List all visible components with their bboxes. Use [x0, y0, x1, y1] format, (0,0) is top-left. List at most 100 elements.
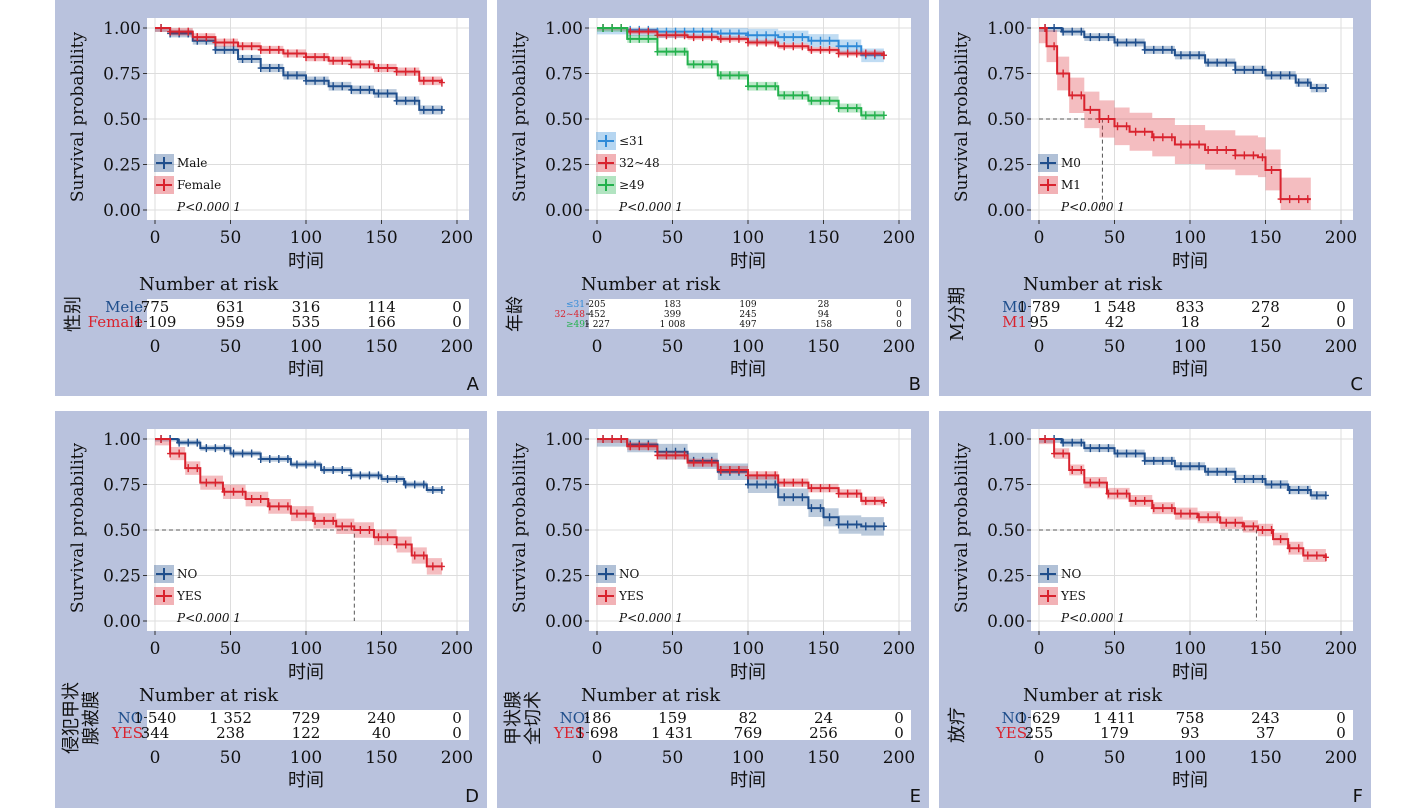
risk-x-tick-label: 200 — [1325, 337, 1357, 357]
legend-line-1 — [156, 590, 172, 602]
risk-x-axis-title: 时间 — [730, 359, 766, 380]
legend-label-1: M1 — [1061, 178, 1081, 192]
risk-cell: 0 — [1336, 298, 1346, 316]
censor-mark — [880, 111, 887, 120]
x-tick-label: 200 — [1325, 228, 1357, 248]
risk-x-tick-label: 0 — [150, 337, 161, 357]
censor-mark — [1114, 122, 1121, 131]
censor-mark — [1241, 65, 1248, 74]
censor-mark — [645, 442, 652, 451]
legend-line-0 — [1040, 157, 1056, 169]
x-tick-label: 200 — [441, 228, 473, 248]
censor-mark — [1069, 465, 1076, 474]
risk-cell: 959 — [216, 313, 245, 331]
censor-mark — [772, 31, 779, 40]
risk-table-title: Number at risk — [1023, 685, 1163, 706]
risk-cell: 0 — [896, 310, 902, 320]
censor-mark — [745, 38, 751, 47]
risk-cell: 40 — [372, 724, 391, 742]
censor-mark — [799, 493, 806, 502]
y-tick-label: 0.75 — [987, 476, 1025, 496]
censor-mark — [203, 478, 210, 487]
censor-mark — [717, 71, 724, 80]
censor-mark — [411, 551, 418, 560]
censor-mark — [763, 480, 770, 489]
risk-cell: 166 — [367, 313, 396, 331]
y-tick-label: 0.25 — [103, 156, 141, 176]
risk-cell: 94 — [818, 310, 830, 320]
y-tick-label: 1.00 — [103, 430, 141, 450]
censor-mark — [799, 42, 806, 51]
y-tick-label: 0.75 — [103, 65, 141, 85]
risk-x-tick-label: 200 — [883, 748, 915, 768]
censor-mark — [384, 475, 391, 484]
risk-cell: 238 — [216, 724, 245, 742]
censor-mark — [303, 509, 309, 518]
censor-mark — [772, 38, 779, 47]
censor-mark — [799, 478, 806, 487]
censor-mark — [654, 451, 661, 460]
risk-cell: 95 — [1029, 313, 1048, 331]
legend-label-1: YES — [176, 589, 202, 603]
censor-mark — [1187, 51, 1193, 60]
risk-cell: 114 — [367, 298, 396, 316]
risk-cell: 183 — [664, 300, 681, 310]
y-tick-label: 0.00 — [545, 201, 583, 221]
censor-mark — [844, 104, 851, 113]
censor-mark — [1114, 449, 1121, 458]
risk-row-label-0: Mele — [105, 298, 143, 316]
risk-cell: 24 — [814, 709, 833, 727]
risk-cell: 0 — [1336, 709, 1346, 727]
censor-mark — [1123, 489, 1130, 498]
censor-mark — [366, 471, 373, 480]
censor-mark — [745, 82, 751, 91]
censor-mark — [1078, 91, 1085, 100]
censor-mark — [1150, 45, 1157, 54]
censor-mark — [1268, 165, 1275, 174]
censor-mark — [330, 82, 337, 91]
censor-mark — [194, 33, 201, 42]
survival-curve-1 — [1039, 438, 1327, 558]
censor-mark — [438, 485, 445, 494]
y-tick-label: 0.25 — [545, 156, 583, 176]
censor-mark — [853, 104, 860, 113]
x-axis-title: 时间 — [730, 662, 766, 683]
km-chart-B: 0.00 0.25 0.50 0.75 1.00 0 50 100 150 200 Survival… — [497, 0, 929, 396]
censor-mark — [672, 31, 679, 40]
censor-mark — [1132, 449, 1139, 458]
risk-cell: 240 — [367, 709, 396, 727]
risk-cell: 452 — [588, 310, 605, 320]
censor-mark — [339, 56, 346, 65]
censor-mark — [275, 64, 282, 73]
y-tick-label: 0.50 — [987, 521, 1025, 541]
risk-cell: 316 — [292, 298, 321, 316]
risk-x-tick-label: 200 — [441, 748, 473, 768]
risk-x-tick-label: 0 — [150, 748, 161, 768]
censor-mark — [293, 509, 300, 518]
censor-mark — [420, 76, 427, 85]
censor-mark — [763, 38, 770, 47]
risk-x-axis-title: 时间 — [288, 770, 324, 791]
panel-A: 0.00 0.25 0.50 0.75 1.00 0 50 100 150 200 Survival… — [55, 0, 487, 396]
panel-D: 0.00 0.25 0.50 0.75 1.00 0 50 100 150 200 Survival… — [55, 411, 487, 808]
censor-mark — [284, 502, 291, 511]
censor-mark — [1177, 140, 1184, 149]
risk-x-tick-label: 100 — [732, 748, 764, 768]
censor-mark — [275, 45, 282, 54]
censor-mark — [871, 111, 878, 120]
censor-mark — [754, 38, 761, 47]
censor-mark — [781, 42, 788, 51]
censor-mark — [681, 47, 688, 56]
censor-mark — [853, 49, 860, 58]
censor-mark — [1150, 133, 1157, 142]
risk-cell: 82 — [738, 709, 757, 727]
panel-letter: D — [465, 786, 479, 807]
censor-mark — [212, 478, 219, 487]
censor-mark — [1250, 522, 1257, 531]
risk-row-label-1: M1 — [1002, 313, 1027, 331]
censor-mark — [221, 487, 228, 496]
risk-row-label-0: NO — [560, 709, 585, 727]
censor-mark — [835, 489, 842, 498]
censor-mark — [1114, 38, 1121, 47]
risk-cell: 0 — [896, 300, 902, 310]
